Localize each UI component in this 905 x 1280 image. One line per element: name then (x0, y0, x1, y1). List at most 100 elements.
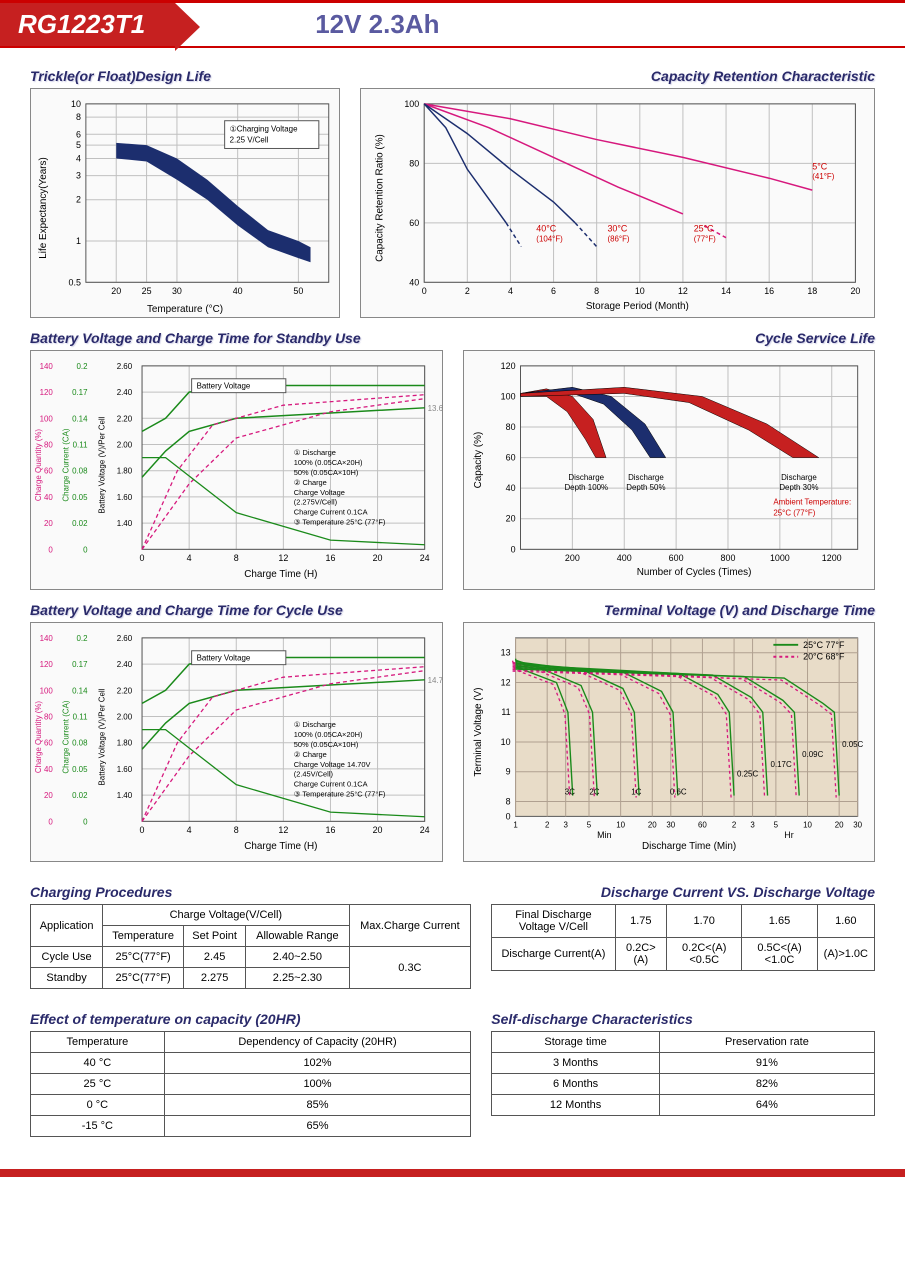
svg-text:25°C: 25°C (694, 224, 714, 234)
svg-text:60: 60 (44, 467, 53, 476)
svg-text:Battery Voltage (V)/Per Cell: Battery Voltage (V)/Per Cell (97, 688, 106, 785)
svg-text:25: 25 (142, 286, 152, 296)
svg-text:Terminal Voltage (V): Terminal Voltage (V) (472, 687, 483, 776)
svg-text:2.20: 2.20 (117, 414, 133, 423)
svg-text:(86°F): (86°F) (607, 235, 629, 244)
svg-text:2: 2 (544, 820, 548, 829)
title-self-dis: Self-discharge Characteristics (491, 1011, 875, 1027)
svg-text:Charge Current 0.1CA: Charge Current 0.1CA (294, 780, 368, 789)
svg-text:14: 14 (721, 286, 731, 296)
svg-text:2: 2 (76, 195, 81, 205)
svg-text:80: 80 (44, 712, 53, 721)
svg-text:3: 3 (750, 820, 755, 829)
svg-text:100: 100 (404, 99, 419, 109)
svg-text:③ Temperature 25°C (77°F): ③ Temperature 25°C (77°F) (294, 518, 386, 527)
svg-text:② Charge: ② Charge (294, 478, 327, 487)
svg-text:40°C: 40°C (536, 224, 556, 234)
svg-text:25°C (77°F): 25°C (77°F) (773, 509, 815, 518)
svg-text:Capacity Retention Ratio (%): Capacity Retention Ratio (%) (375, 134, 386, 262)
svg-text:3: 3 (76, 171, 81, 181)
svg-text:12: 12 (678, 286, 688, 296)
svg-text:Life Expectancy(Years): Life Expectancy(Years) (38, 157, 49, 259)
svg-text:8: 8 (594, 286, 599, 296)
svg-text:16: 16 (764, 286, 774, 296)
svg-text:40: 40 (44, 493, 53, 502)
svg-text:0: 0 (510, 544, 515, 554)
svg-text:① Discharge: ① Discharge (294, 720, 336, 729)
svg-text:2.60: 2.60 (117, 362, 133, 371)
svg-text:0.2: 0.2 (76, 362, 87, 371)
svg-text:0.14: 0.14 (72, 686, 88, 695)
svg-text:2: 2 (731, 820, 735, 829)
svg-text:0.08: 0.08 (72, 739, 88, 748)
svg-text:60: 60 (44, 739, 53, 748)
svg-text:(41°F): (41°F) (812, 172, 834, 181)
svg-text:5: 5 (773, 820, 778, 829)
svg-text:0.11: 0.11 (73, 712, 88, 721)
svg-text:20: 20 (505, 514, 515, 524)
svg-text:20: 20 (44, 791, 53, 800)
svg-text:Charge Time (H): Charge Time (H) (244, 569, 317, 580)
svg-text:0.05: 0.05 (72, 493, 88, 502)
svg-text:2.60: 2.60 (117, 634, 133, 643)
svg-text:Ambient Temperature:: Ambient Temperature: (773, 498, 851, 507)
svg-text:① Discharge: ① Discharge (294, 448, 336, 457)
svg-text:4: 4 (187, 553, 192, 563)
svg-text:Battery Voltage: Battery Voltage (197, 382, 251, 391)
svg-text:Number of Cycles (Times): Number of Cycles (Times) (636, 567, 751, 578)
svg-text:Charge Time (H): Charge Time (H) (244, 841, 317, 852)
svg-text:0: 0 (48, 545, 53, 554)
svg-text:80: 80 (409, 158, 419, 168)
svg-text:120: 120 (500, 361, 515, 371)
svg-text:2.40: 2.40 (117, 388, 133, 397)
svg-text:4: 4 (508, 286, 513, 296)
svg-text:600: 600 (668, 553, 683, 563)
svg-text:50% (0.05CA×10H): 50% (0.05CA×10H) (294, 468, 359, 477)
svg-text:6: 6 (76, 129, 81, 139)
svg-text:Battery Voltage (V)/Per Cell: Battery Voltage (V)/Per Cell (97, 416, 106, 513)
svg-text:0.5: 0.5 (69, 277, 81, 287)
svg-text:120: 120 (40, 660, 54, 669)
svg-text:1200: 1200 (821, 553, 841, 563)
svg-text:13: 13 (500, 648, 510, 658)
svg-text:1: 1 (513, 820, 518, 829)
svg-text:50: 50 (293, 286, 303, 296)
svg-text:10: 10 (803, 820, 812, 829)
title-standby: Battery Voltage and Charge Time for Stan… (30, 330, 443, 346)
svg-text:Discharge: Discharge (568, 473, 604, 482)
chart-trickle: 20253040500.5123456810Temperature (°C)Li… (30, 88, 340, 318)
svg-text:Hr: Hr (784, 830, 793, 840)
svg-text:③ Temperature 25°C (77°F): ③ Temperature 25°C (77°F) (294, 790, 386, 799)
svg-text:80: 80 (44, 440, 53, 449)
svg-text:30: 30 (853, 820, 862, 829)
svg-text:20: 20 (834, 820, 843, 829)
svg-text:1.80: 1.80 (117, 467, 133, 476)
svg-text:100% (0.05CA×20H): 100% (0.05CA×20H) (294, 730, 363, 739)
svg-text:0.17: 0.17 (72, 388, 87, 397)
svg-text:20: 20 (373, 553, 383, 563)
svg-text:8: 8 (76, 112, 81, 122)
svg-text:40: 40 (44, 765, 53, 774)
footer-bar (0, 1169, 905, 1177)
svg-text:100% (0.05CA×20H): 100% (0.05CA×20H) (294, 458, 363, 467)
svg-text:1.80: 1.80 (117, 739, 133, 748)
model-badge: RG1223T1 (0, 3, 175, 46)
svg-text:Battery Voltage: Battery Voltage (197, 654, 251, 663)
svg-text:0: 0 (422, 286, 427, 296)
svg-text:18: 18 (807, 286, 817, 296)
svg-text:0: 0 (140, 825, 145, 835)
svg-text:1.60: 1.60 (117, 493, 133, 502)
svg-text:1000: 1000 (769, 553, 789, 563)
svg-text:0: 0 (140, 553, 145, 563)
table-self-dis: Storage timePreservation rate3 Months91%… (491, 1031, 875, 1116)
svg-text:1.40: 1.40 (117, 791, 133, 800)
svg-text:0.17C: 0.17C (770, 760, 791, 769)
svg-text:20: 20 (647, 820, 656, 829)
svg-text:25°C 77°F: 25°C 77°F (803, 640, 845, 650)
svg-text:(2.45V/Cell): (2.45V/Cell) (294, 770, 334, 779)
svg-text:30: 30 (172, 286, 182, 296)
svg-text:Min: Min (597, 830, 611, 840)
svg-text:3C: 3C (564, 788, 574, 797)
svg-text:3: 3 (563, 820, 568, 829)
svg-text:(2.275V/Cell): (2.275V/Cell) (294, 498, 338, 507)
